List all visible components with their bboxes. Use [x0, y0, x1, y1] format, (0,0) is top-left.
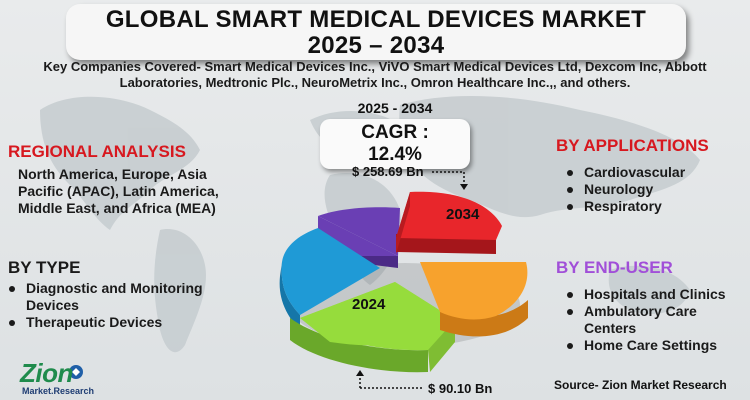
label-2034: 2034 — [446, 206, 480, 223]
pie-slice-orange — [420, 262, 528, 337]
by-applications-heading: BY APPLICATIONS — [556, 136, 709, 155]
pie-slice-green — [290, 282, 455, 373]
callout-line-bottom — [356, 370, 422, 389]
list-item: Hospitals and Clinics — [562, 286, 747, 303]
key-companies-text: Key Companies Covered- Smart Medical Dev… — [43, 59, 707, 90]
list-item: Neurology — [562, 181, 742, 198]
by-type-list: Diagnostic and Monitoring Devices Therap… — [4, 280, 244, 331]
logo-subtext: Market.Research — [22, 386, 95, 396]
regional-analysis-text: North America, Europe, Asia Pacific (APA… — [18, 166, 219, 216]
callout-line-top — [432, 171, 468, 190]
list-item: Therapeutic Devices — [4, 314, 244, 331]
title-line-2: 2025 – 2034 — [307, 32, 445, 59]
title-banner: GLOBAL SMART MEDICAL DEVICES MARKET 2025… — [66, 4, 686, 60]
pie-slice-red — [396, 191, 502, 254]
list-item: Ambulatory Care Centers — [562, 303, 747, 337]
by-end-user-heading: BY END-USER — [556, 258, 673, 277]
by-applications-list: Cardiovascular Neurology Respiratory — [562, 164, 742, 215]
list-item: Cardiovascular — [562, 164, 742, 181]
title-line-1: GLOBAL SMART MEDICAL DEVICES MARKET — [105, 6, 647, 33]
list-item: Respiratory — [562, 198, 742, 215]
list-item: Home Care Settings — [562, 337, 747, 354]
by-end-user-list: Hospitals and Clinics Ambulatory Care Ce… — [562, 286, 747, 354]
list-item: Diagnostic and Monitoring Devices — [4, 280, 244, 314]
regional-analysis-heading: REGIONAL ANALYSIS — [8, 142, 186, 161]
cagr-value: CAGR : 12.4% — [320, 119, 470, 169]
value-2024: $ 90.10 Bn — [428, 381, 493, 396]
source-text: Source- Zion Market Research — [554, 378, 727, 392]
by-type-heading: BY TYPE — [8, 258, 81, 277]
cagr-box: 2025 - 2034 CAGR : 12.4% — [320, 98, 470, 169]
pie-slice-blue — [279, 228, 380, 330]
label-2024: 2024 — [352, 296, 386, 313]
value-2034: $ 258.69 Bn — [352, 164, 424, 179]
logo-text: Zion — [20, 358, 73, 388]
cagr-years: 2025 - 2034 — [357, 100, 433, 116]
zion-logo — [69, 365, 83, 379]
